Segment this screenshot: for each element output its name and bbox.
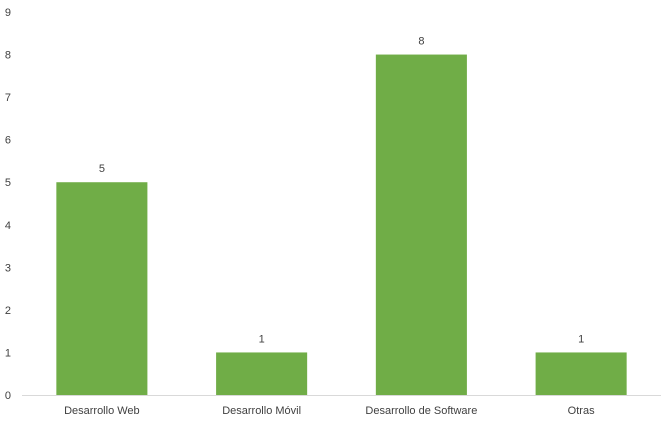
y-tick-label: 4 <box>5 220 11 232</box>
bar <box>375 54 467 396</box>
y-axis-ticks: 0 1 2 3 4 5 6 7 8 9 <box>5 7 11 402</box>
bar-data-label: 1 <box>259 333 265 345</box>
y-tick-label: 7 <box>5 92 11 104</box>
bar-data-label: 8 <box>418 36 424 48</box>
y-tick-label: 1 <box>5 347 11 359</box>
x-category-label: Desarrollo de Software <box>365 405 477 417</box>
y-tick-label: 2 <box>5 305 11 317</box>
y-tick-label: 3 <box>5 262 11 274</box>
x-category-label: Desarrollo Móvil <box>222 405 301 417</box>
bar-data-label: 1 <box>578 333 584 345</box>
y-tick-label: 6 <box>5 135 11 147</box>
y-tick-label: 0 <box>5 390 11 402</box>
bar-data-label: 5 <box>99 163 105 175</box>
y-tick-label: 9 <box>5 7 11 19</box>
x-category-label: Desarrollo Web <box>64 405 140 417</box>
x-axis-category-labels: Desarrollo Web Desarrollo Móvil Desarrollo… <box>64 405 595 417</box>
data-labels: 5 1 8 1 <box>99 36 584 346</box>
bar <box>216 352 308 395</box>
y-tick-label: 8 <box>5 50 11 62</box>
bar <box>535 352 627 395</box>
x-category-label: Otras <box>568 405 595 417</box>
y-tick-label: 5 <box>5 177 11 189</box>
bar <box>56 182 148 395</box>
bars <box>56 54 627 396</box>
